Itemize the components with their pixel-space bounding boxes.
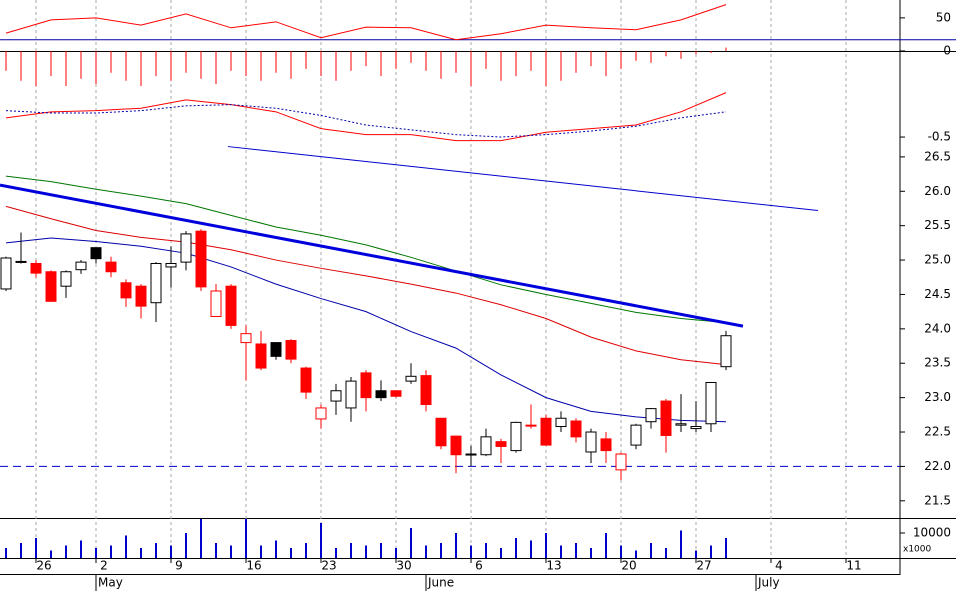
y-tick-label: 25.0: [924, 253, 951, 267]
month-label: July: [757, 576, 780, 590]
x-tick-label: 13: [546, 559, 561, 573]
candle-body: [690, 426, 702, 430]
x-tick-label: 9: [175, 559, 183, 573]
y-tick-label: 23.0: [924, 390, 951, 404]
x-tick-label: 4: [775, 559, 783, 573]
trendline: [227, 146, 819, 212]
candle-body: [510, 421, 522, 452]
candle-body: [240, 333, 252, 344]
candle-body: [345, 380, 357, 409]
candle-body: [60, 271, 72, 287]
x-tick-label: 20: [621, 559, 636, 573]
candle-body: [30, 262, 42, 274]
x-tick-label: 30: [396, 559, 411, 573]
candle-body: [315, 407, 327, 420]
candle-body: [525, 424, 537, 427]
candle-body: [465, 453, 477, 456]
moving-average: [5, 237, 727, 423]
y-tick-label: 24.5: [924, 287, 951, 301]
x-tick-label: 16: [246, 559, 261, 573]
x-tick-label: 26: [36, 559, 51, 573]
y-tick-label: 26.5: [924, 149, 951, 163]
candle-body: [135, 285, 147, 307]
moving-average: [5, 175, 727, 324]
y-tick-label: 26.0: [924, 184, 951, 198]
y-tick-label: 23.5: [924, 356, 951, 370]
candle-body: [645, 408, 657, 423]
candle-body: [285, 340, 297, 360]
x-tick-label: 2: [100, 559, 108, 573]
oscillator-line: [5, 4, 727, 41]
candle-body: [210, 290, 222, 317]
y-tick-label: 25.5: [924, 218, 951, 232]
candle-body: [165, 262, 177, 268]
candle-body: [150, 262, 162, 304]
candle-body: [405, 375, 417, 382]
macd-line: [5, 104, 727, 138]
candle-body: [600, 438, 612, 452]
x-tick-label: 6: [475, 559, 483, 573]
candle-body: [0, 257, 12, 290]
y-tick-label: 10000: [913, 526, 951, 540]
x-tick-label: 23: [321, 559, 336, 573]
candle-body: [390, 390, 402, 397]
candle-body: [720, 335, 732, 368]
candle-body: [480, 436, 492, 456]
candle-body: [255, 343, 267, 369]
candle-body: [585, 431, 597, 453]
y-tick-label: 22.5: [924, 425, 951, 439]
candle-body: [570, 420, 582, 438]
candle-body: [90, 247, 102, 260]
candle-body: [360, 372, 372, 399]
y-tick-label: 22.0: [924, 459, 951, 473]
candle-body: [75, 261, 87, 271]
y-tick-label: 21.5: [924, 493, 951, 507]
candle-body: [15, 260, 27, 263]
macd-line: [5, 92, 727, 142]
x-tick-label: 27: [696, 559, 711, 573]
candle-body: [495, 441, 507, 447]
candle-body: [540, 417, 552, 446]
y-tick-label: -0.5: [928, 130, 951, 144]
x-tick-label: 11: [846, 559, 861, 573]
candle-body: [225, 285, 237, 326]
candle-body: [330, 390, 342, 402]
candle-body: [375, 390, 387, 399]
candle-body: [660, 400, 672, 436]
candle-body: [180, 233, 192, 263]
candle-body: [270, 342, 282, 357]
month-label: May: [98, 576, 123, 590]
candle-body: [675, 423, 687, 426]
candle-body: [630, 424, 642, 446]
y-tick-label: 0: [943, 43, 951, 57]
y-tick-label: 24.0: [924, 321, 951, 335]
candle-body: [705, 381, 717, 425]
y-tick-label: 50: [936, 10, 951, 24]
candle-body: [300, 367, 312, 393]
month-label: June: [427, 576, 454, 590]
trendline: [0, 183, 744, 328]
candle-body: [195, 230, 207, 288]
candle-body: [45, 271, 57, 302]
candle-body: [435, 417, 447, 447]
candle-body: [555, 417, 567, 428]
candle-body: [615, 453, 627, 471]
candle-body: [105, 261, 117, 273]
candle-body: [450, 435, 462, 456]
candle-body: [420, 375, 432, 406]
moving-average: [5, 205, 727, 366]
candle-body: [120, 282, 132, 299]
volume-unit: x1000: [903, 545, 932, 555]
